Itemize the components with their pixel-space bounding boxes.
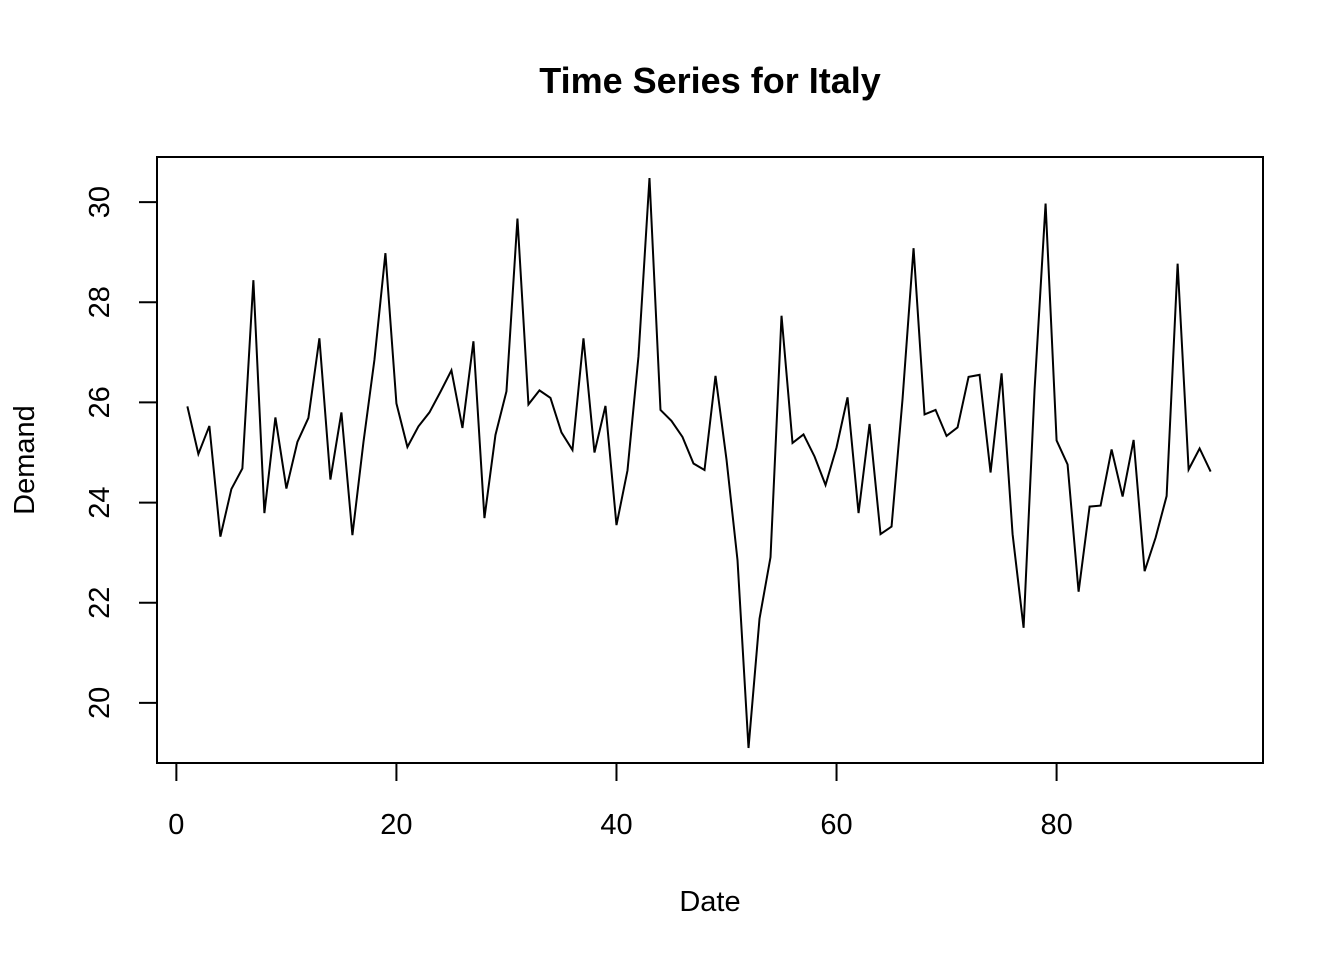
y-tick-label: 28 [84,286,116,318]
x-axis-label: Date [679,886,740,918]
x-tick-label: 60 [820,809,852,841]
series-line [186,177,1212,749]
y-tick-label: 26 [84,386,116,418]
x-tick-label: 0 [168,809,184,841]
y-tick-label: 30 [84,186,116,218]
y-tick-label: 20 [84,687,116,719]
x-tick-label: 20 [380,809,412,841]
series-group [186,177,1212,749]
plot-frame [156,156,1264,764]
y-axis-label: Demand [9,405,41,515]
x-tick-label: 40 [600,809,632,841]
x-tick-label: 80 [1040,809,1072,841]
y-axis: 20 22 24 26 28 30 [84,186,158,719]
y-tick-label: 22 [84,587,116,619]
y-tick-label: 24 [84,486,116,518]
chart-title: Time Series for Italy [539,60,881,101]
x-axis: 0 20 40 60 80 [168,762,1073,841]
